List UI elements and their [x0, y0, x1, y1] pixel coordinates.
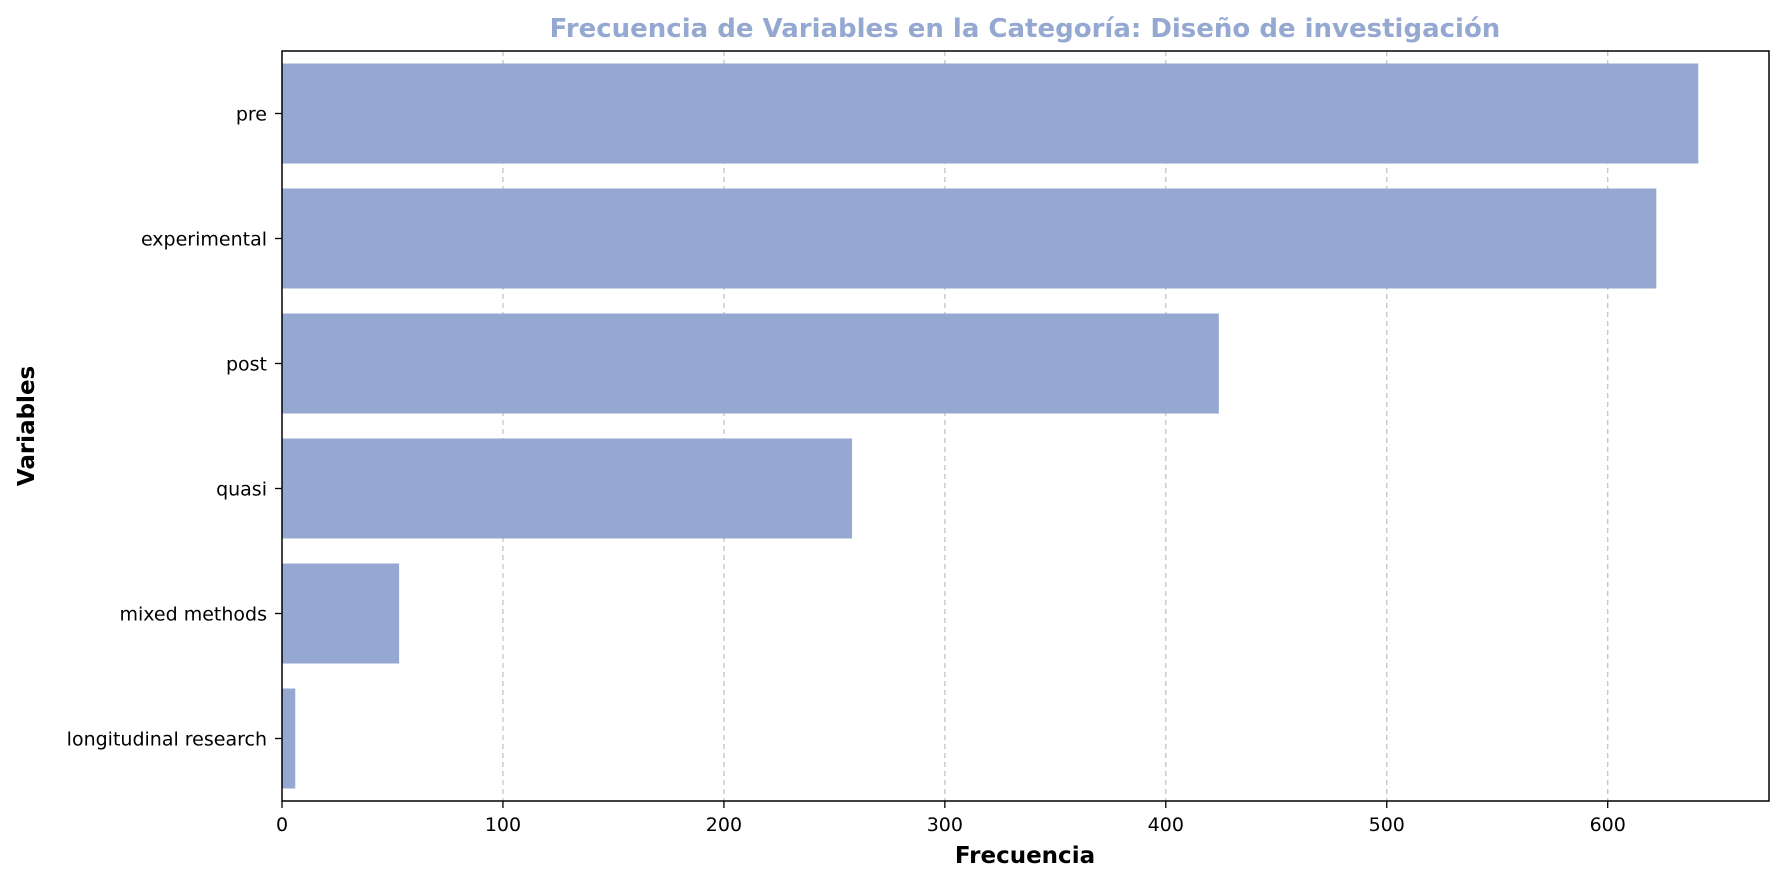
bar [282, 563, 400, 664]
bar [282, 188, 1657, 289]
y-axis-ticks: pre experimental post quasi mixed methods lon… [67, 104, 282, 751]
y-tick-label: quasi [216, 479, 267, 501]
y-tick-label: mixed methods [119, 604, 267, 626]
x-axis-label: Frecuencia [955, 843, 1095, 869]
bars [282, 63, 1699, 789]
bar [282, 688, 296, 789]
y-tick-label: longitudinal research [67, 729, 267, 751]
x-tick-label: 200 [706, 814, 742, 836]
bar [282, 63, 1699, 164]
grid-lines [502, 51, 1609, 801]
plot-frame [281, 50, 1770, 802]
x-axis-ticks: 0 100 200 300 400 500 600 [276, 801, 1626, 836]
y-axis-label: Variables [14, 366, 40, 486]
x-tick-label: 100 [485, 814, 521, 836]
y-tick-label: experimental [141, 229, 267, 251]
bar [282, 313, 1219, 414]
y-tick-label: post [226, 354, 267, 376]
bar [282, 438, 853, 539]
chart-title: Frecuencia de Variables en la Categoría:… [550, 14, 1501, 44]
x-tick-label: 500 [1369, 814, 1405, 836]
x-tick-label: 300 [927, 814, 963, 836]
x-tick-label: 0 [276, 814, 288, 836]
x-tick-label: 400 [1148, 814, 1184, 836]
x-tick-label: 600 [1590, 814, 1626, 836]
y-tick-label: pre [236, 104, 267, 126]
